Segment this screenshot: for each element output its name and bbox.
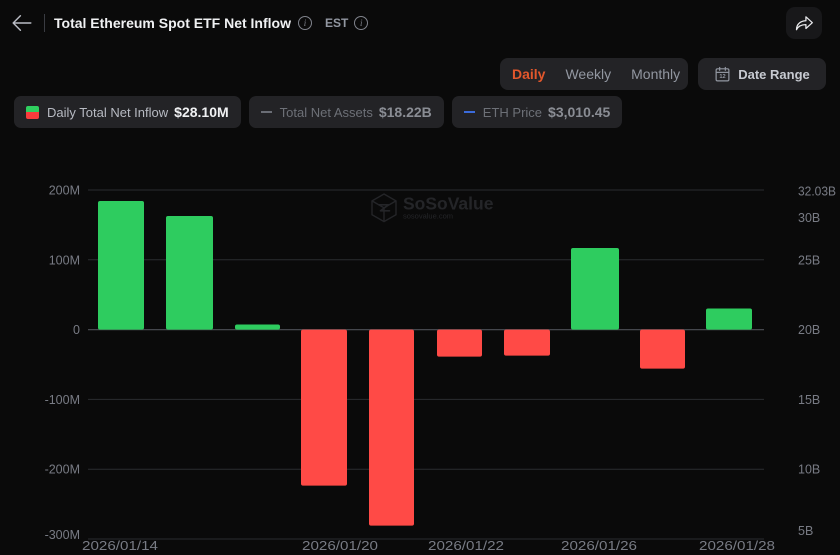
- svg-text:10B: 10B: [798, 463, 820, 477]
- svg-text:2026/01/14: 2026/01/14: [82, 539, 158, 553]
- svg-text:2026/01/22: 2026/01/22: [428, 539, 504, 553]
- svg-text:25B: 25B: [798, 253, 820, 267]
- svg-text:SoSoValue: SoSoValue: [403, 194, 494, 214]
- svg-text:200M: 200M: [49, 184, 80, 198]
- svg-text:2026/01/28: 2026/01/28: [699, 539, 775, 553]
- svg-text:-200M: -200M: [45, 463, 80, 477]
- svg-text:5B: 5B: [798, 524, 813, 538]
- svg-text:-100M: -100M: [45, 393, 80, 407]
- svg-text:-300M: -300M: [45, 528, 80, 542]
- svg-text:0: 0: [73, 323, 80, 337]
- svg-text:32.03B: 32.03B: [798, 185, 836, 199]
- svg-text:15B: 15B: [798, 393, 820, 407]
- svg-text:2026/01/26: 2026/01/26: [561, 539, 637, 553]
- svg-text:30B: 30B: [798, 211, 820, 225]
- svg-text:2026/01/20: 2026/01/20: [302, 539, 378, 553]
- svg-text:sosovalue.com: sosovalue.com: [403, 212, 453, 221]
- svg-text:100M: 100M: [49, 253, 80, 267]
- svg-text:20B: 20B: [798, 323, 820, 337]
